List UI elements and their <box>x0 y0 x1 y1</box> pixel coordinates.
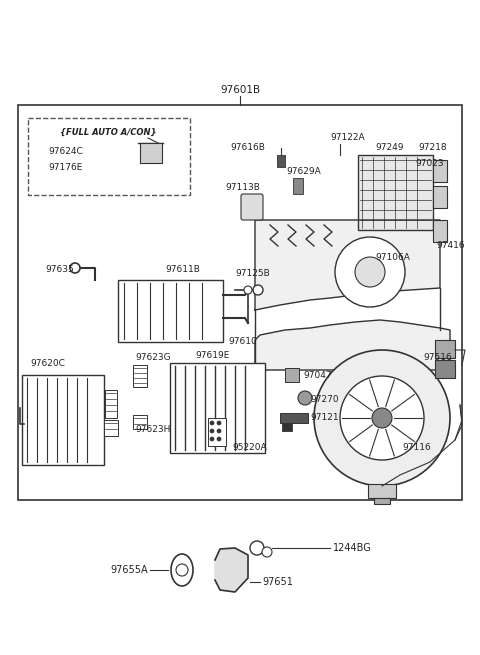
Text: 97624C: 97624C <box>48 147 83 157</box>
Text: 1244BG: 1244BG <box>333 543 372 553</box>
Circle shape <box>244 286 252 294</box>
Bar <box>18 105 462 500</box>
Circle shape <box>340 376 424 460</box>
Ellipse shape <box>171 554 193 586</box>
Text: 97616B: 97616B <box>230 143 265 153</box>
Bar <box>133 415 147 429</box>
Bar <box>133 365 147 387</box>
Text: 97416: 97416 <box>436 240 465 250</box>
Text: 97601B: 97601B <box>220 85 260 95</box>
Circle shape <box>217 437 221 441</box>
Bar <box>368 484 396 498</box>
Bar <box>435 360 455 378</box>
Text: 97651: 97651 <box>262 577 293 587</box>
Text: 97611B: 97611B <box>165 265 200 274</box>
Circle shape <box>335 237 405 307</box>
Text: 97122A: 97122A <box>330 134 365 143</box>
Text: {FULL AUTO A/CON}: {FULL AUTO A/CON} <box>60 128 156 136</box>
Text: 97655A: 97655A <box>110 565 148 575</box>
Bar <box>104 420 118 436</box>
Bar <box>433 220 447 242</box>
Circle shape <box>217 429 221 433</box>
Text: 97610: 97610 <box>228 337 257 346</box>
FancyBboxPatch shape <box>140 143 162 163</box>
Text: 97176E: 97176E <box>48 164 83 172</box>
Circle shape <box>262 547 272 557</box>
Circle shape <box>298 391 312 405</box>
Circle shape <box>210 437 214 441</box>
Bar <box>118 280 223 342</box>
Text: 97121: 97121 <box>310 413 338 422</box>
Bar <box>285 368 299 382</box>
Bar <box>208 418 226 446</box>
Text: 97106A: 97106A <box>375 253 410 263</box>
Bar <box>374 498 390 504</box>
Circle shape <box>372 408 392 428</box>
Circle shape <box>253 285 263 295</box>
Circle shape <box>70 263 80 273</box>
Circle shape <box>210 421 214 425</box>
Text: 97620C: 97620C <box>30 358 65 367</box>
Circle shape <box>217 421 221 425</box>
Bar <box>293 178 303 194</box>
Circle shape <box>250 541 264 555</box>
Bar <box>105 390 117 418</box>
Text: 97023: 97023 <box>415 159 444 168</box>
Circle shape <box>355 257 385 287</box>
Polygon shape <box>255 220 440 310</box>
Text: 97047: 97047 <box>303 371 332 381</box>
Text: 97113B: 97113B <box>225 183 260 193</box>
Bar <box>28 118 190 195</box>
Bar <box>280 413 308 423</box>
Polygon shape <box>215 548 248 592</box>
Bar <box>282 423 292 431</box>
Text: 97623G: 97623G <box>135 354 170 362</box>
Text: 97635: 97635 <box>45 265 74 274</box>
Text: 97249: 97249 <box>375 143 404 153</box>
Bar <box>22 375 104 465</box>
Text: 97516: 97516 <box>423 354 452 362</box>
Bar <box>358 155 433 230</box>
Text: 97623H: 97623H <box>135 426 170 434</box>
Text: 97125B: 97125B <box>235 269 270 278</box>
Circle shape <box>210 429 214 433</box>
Bar <box>277 155 285 167</box>
Polygon shape <box>255 320 450 370</box>
Text: 97218: 97218 <box>418 143 446 153</box>
Text: 97619E: 97619E <box>195 350 229 360</box>
Bar <box>433 186 447 208</box>
Text: 97270: 97270 <box>310 396 338 405</box>
Bar <box>433 160 447 182</box>
Text: 97629A: 97629A <box>286 168 321 176</box>
Text: 97116: 97116 <box>402 443 431 453</box>
Circle shape <box>176 564 188 576</box>
Circle shape <box>314 350 450 486</box>
FancyBboxPatch shape <box>241 194 263 220</box>
Text: 95220A: 95220A <box>232 443 266 453</box>
Bar <box>435 340 455 358</box>
Bar <box>170 363 265 453</box>
